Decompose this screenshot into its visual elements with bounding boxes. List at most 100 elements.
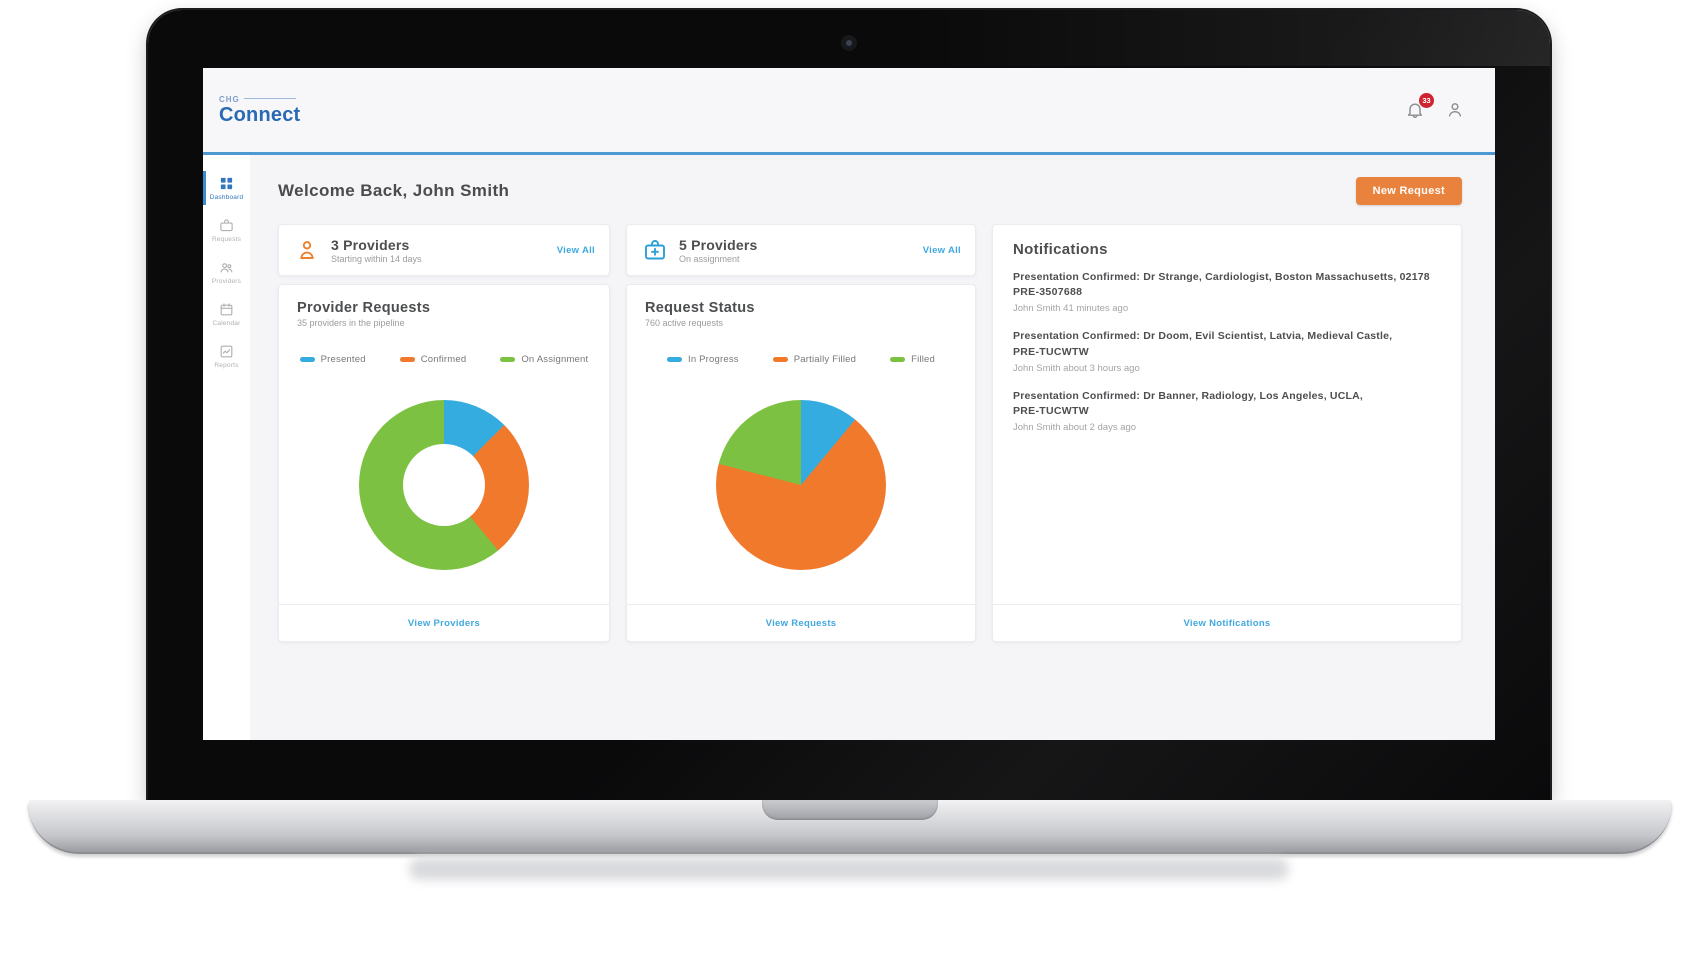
main-content: Welcome Back, John Smith New Request	[250, 155, 1495, 740]
notification-count-badge: 33	[1419, 93, 1434, 108]
calendar-icon	[220, 303, 233, 316]
stat-text: 5 Providers On assignment	[679, 237, 911, 264]
legend-item: Partially Filled	[772, 354, 857, 365]
laptop-base	[28, 800, 1672, 854]
chart-legend: Presented Confirmed On Assignment	[279, 354, 609, 365]
providers-assignment-card: 5 Providers On assignment View All	[626, 224, 976, 276]
header-icons: 33	[1405, 93, 1465, 120]
sidebar-item-dashboard[interactable]: Dashboard	[203, 167, 250, 209]
sidebar-item-label: Dashboard	[209, 194, 244, 201]
legend-label: In Progress	[687, 354, 739, 365]
stat-title: 3 Providers	[331, 236, 410, 253]
stat-subtitle: On assignment	[679, 253, 740, 264]
stat-text: 3 Providers Starting within 14 days	[331, 237, 545, 264]
page-title: Welcome Back, John Smith	[278, 181, 510, 200]
stat-title: 5 Providers	[679, 236, 758, 253]
app-header: CHG Connect 33	[203, 68, 1495, 155]
notification-item[interactable]: Presentation Confirmed: Dr Strange, Card…	[1013, 270, 1441, 314]
notification-reference: PRE-TUCWTW	[1013, 345, 1089, 358]
logo-top-row: CHG	[219, 94, 300, 104]
profile-button[interactable]	[1445, 100, 1465, 120]
logo-chg-text: CHG	[219, 94, 240, 104]
legend-item: Presented	[299, 354, 366, 365]
notification-item[interactable]: Presentation Confirmed: Dr Banner, Radio…	[1013, 389, 1441, 433]
legend-swatch	[500, 357, 516, 362]
legend-label: Partially Filled	[793, 354, 857, 365]
new-request-button[interactable]: New Request	[1355, 177, 1462, 205]
chart-head: Provider Requests 35 providers in the pi…	[279, 285, 609, 328]
medical-bag-icon	[643, 238, 667, 262]
dashboard-grid: 3 Providers Starting within 14 days View…	[278, 224, 1462, 642]
welcome-row: Welcome Back, John Smith New Request	[278, 171, 1462, 211]
notifications-list: Notifications Presentation Confirmed: Dr…	[993, 225, 1461, 604]
chart-title: Provider Requests	[297, 300, 431, 316]
provider-person-icon	[295, 238, 319, 262]
view-all-assignments-link[interactable]: View All	[922, 244, 961, 256]
provider-requests-donut-chart	[359, 399, 529, 570]
sidebar-item-label: Requests	[211, 236, 242, 243]
sidebar-item-label: Calendar	[212, 320, 241, 327]
legend-swatch	[399, 357, 415, 362]
view-requests-link[interactable]: View Requests	[765, 617, 837, 629]
bell-icon	[1407, 103, 1423, 118]
dashboard-grid-icon	[220, 177, 233, 190]
briefcase-icon	[220, 219, 233, 232]
providers-starting-card: 3 Providers Starting within 14 days View…	[278, 224, 610, 276]
chart-legend: In Progress Partially Filled Filled	[627, 354, 975, 365]
legend-swatch	[772, 357, 788, 362]
legend-swatch	[890, 357, 906, 362]
view-providers-link[interactable]: View Providers	[407, 617, 481, 629]
chart-subtitle: 35 providers in the pipeline	[297, 318, 405, 328]
notification-item[interactable]: Presentation Confirmed: Dr Doom, Evil Sc…	[1013, 329, 1441, 373]
app-screen: CHG Connect 33	[203, 68, 1495, 740]
person-icon	[1448, 103, 1462, 117]
chart-title: Request Status	[645, 300, 755, 316]
chart-subtitle: 760 active requests	[645, 318, 724, 328]
chart-footer: View Requests	[627, 604, 975, 641]
legend-label: Presented	[320, 354, 366, 365]
legend-swatch	[299, 357, 315, 362]
sidebar-item-providers[interactable]: Providers	[203, 251, 250, 293]
chg-connect-logo[interactable]: CHG Connect	[219, 94, 301, 126]
legend-label: Filled	[911, 354, 936, 365]
notification-headline: Presentation Confirmed: Dr Banner, Radio…	[1013, 389, 1364, 402]
chart-head: Request Status 760 active requests	[627, 285, 975, 328]
chart-footer: View Providers	[279, 604, 609, 641]
notification-headline: Presentation Confirmed: Dr Doom, Evil Sc…	[1013, 330, 1393, 343]
sidebar-item-reports[interactable]: Reports	[203, 335, 250, 377]
webcam-icon	[841, 35, 857, 51]
view-all-providers-link[interactable]: View All	[556, 244, 595, 256]
sidebar-item-requests[interactable]: Requests	[203, 209, 250, 251]
notification-reference: PRE-3507688	[1013, 286, 1083, 299]
bezel-glare	[905, 10, 1550, 66]
notification-reference: PRE-TUCWTW	[1013, 405, 1089, 418]
legend-label: On Assignment	[521, 354, 589, 365]
laptop-base-notch	[762, 800, 938, 820]
request-status-card: Request Status 760 active requests In Pr…	[626, 284, 976, 642]
legend-item: On Assignment	[500, 354, 588, 365]
notification-meta: John Smith about 2 days ago	[1013, 422, 1137, 434]
view-notifications-link[interactable]: View Notifications	[1183, 617, 1271, 629]
sidebar-item-label: Reports	[214, 362, 239, 369]
sidebar-nav: Dashboard Requests Providers	[203, 155, 250, 740]
notification-meta: John Smith about 3 hours ago	[1013, 362, 1140, 374]
chart-area	[627, 365, 975, 604]
notifications-footer: View Notifications	[993, 604, 1461, 641]
stat-subtitle: Starting within 14 days	[331, 253, 422, 264]
report-chart-icon	[220, 345, 233, 358]
laptop-screen-frame: CHG Connect 33	[148, 10, 1550, 800]
notifications-bell-button[interactable]: 33	[1405, 93, 1434, 120]
logo-line	[243, 98, 296, 99]
notification-meta: John Smith 41 minutes ago	[1013, 303, 1129, 315]
request-status-pie-chart	[716, 399, 886, 570]
people-icon	[220, 263, 233, 273]
provider-requests-card: Provider Requests 35 providers in the pi…	[278, 284, 610, 642]
sidebar-item-calendar[interactable]: Calendar	[203, 293, 250, 335]
notifications-card: Notifications Presentation Confirmed: Dr…	[992, 224, 1462, 642]
legend-item: Filled	[890, 354, 935, 365]
logo-connect-text: Connect	[219, 103, 301, 126]
legend-label: Confirmed	[420, 354, 467, 365]
laptop-shadow	[409, 858, 1289, 880]
app-body: Dashboard Requests Providers	[203, 155, 1495, 740]
